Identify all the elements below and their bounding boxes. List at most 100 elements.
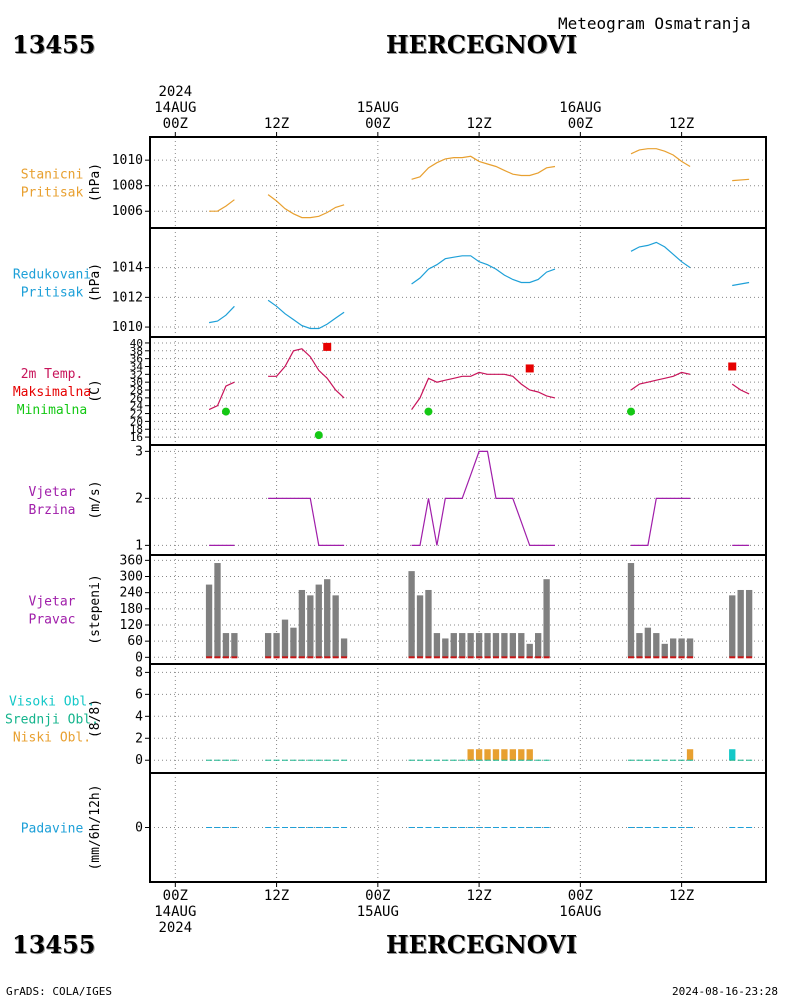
panel-label: Stanicni: [21, 168, 84, 183]
y-tick-label: 4: [135, 709, 143, 724]
x-tick-label-bottom: 12Z: [669, 888, 694, 904]
station-name-top: HERCEGNOVI: [386, 30, 578, 59]
y-axis-unit: (stepeni): [88, 574, 103, 644]
x-tick-label-bottom: 12Z: [264, 888, 289, 904]
panel-label: Minimalna: [17, 403, 87, 418]
x-tick-label-top: 12Z: [669, 116, 694, 132]
data-bar: [492, 749, 500, 761]
y-tick-label: 16: [130, 431, 143, 444]
panel-label: Niski Obl.: [13, 731, 91, 746]
data-bar: [678, 638, 685, 658]
data-bar: [273, 633, 280, 658]
data-bar: [501, 633, 508, 658]
series-line: [732, 178, 750, 182]
x-tick-label-bottom: 14AUG: [154, 904, 196, 920]
data-bar: [459, 633, 466, 658]
y-tick-label: 26: [130, 392, 143, 405]
min-temp-marker: [221, 407, 230, 416]
data-bar: [636, 633, 643, 658]
y-tick-label: 30: [130, 376, 143, 389]
data-bar: [416, 595, 424, 658]
series-line: [411, 450, 555, 546]
series-line: [630, 371, 691, 391]
min-temp-marker: [314, 431, 323, 440]
data-bar: [509, 749, 517, 761]
x-tick-label-top: 12Z: [264, 116, 289, 132]
max-temp-marker: [728, 362, 737, 371]
x-tick-label-top: 00Z: [365, 116, 390, 132]
y-tick-label: 40: [130, 337, 143, 350]
data-bar: [501, 749, 508, 761]
y-axis-unit: (C): [88, 379, 103, 402]
y-tick-label: 1012: [112, 290, 143, 305]
panel-label: Visoki Obl.: [9, 695, 95, 710]
y-tick-label: 20: [130, 415, 143, 428]
y-tick-label: 34: [130, 360, 144, 373]
y-tick-label: 18: [130, 423, 143, 436]
y-tick-label: 36: [130, 353, 143, 366]
data-bar: [442, 638, 449, 658]
data-bar: [484, 749, 491, 761]
y-tick-label: 1: [135, 538, 143, 553]
data-bar: [484, 633, 491, 658]
y-tick-label: 120: [120, 618, 143, 633]
x-tick-label-bottom: 12Z: [466, 888, 491, 904]
series-line: [630, 241, 691, 269]
y-tick-label: 38: [130, 345, 143, 358]
x-tick-label-bottom: 2024: [158, 920, 192, 936]
panel-frame: [149, 663, 767, 774]
x-tick-label-bottom: 16AUG: [559, 904, 601, 920]
data-bar: [653, 633, 660, 658]
y-tick-label: 240: [120, 586, 143, 601]
x-tick-label-top: 15AUG: [357, 100, 399, 116]
x-tick-label-bottom: 00Z: [568, 888, 593, 904]
data-bar: [729, 595, 736, 658]
data-bar: [222, 633, 230, 658]
data-bar: [408, 571, 415, 658]
data-bar: [492, 633, 500, 658]
y-tick-label: 2: [135, 731, 143, 746]
data-bar: [324, 579, 331, 658]
data-bar: [205, 584, 213, 658]
station-id-top: 13455: [12, 30, 96, 59]
series-line: [411, 255, 556, 285]
series-line: [208, 305, 235, 324]
series-line: [630, 148, 691, 168]
data-bar: [425, 589, 432, 658]
data-bar: [526, 643, 533, 658]
panel-label: Maksimalna: [13, 385, 91, 400]
data-bar: [467, 749, 474, 761]
data-bar: [231, 633, 238, 658]
y-tick-label: 6: [135, 687, 143, 702]
panel-label: Brzina: [29, 503, 76, 518]
panel-label: Pravac: [29, 613, 76, 628]
station-name-bottom: HERCEGNOVI: [386, 930, 578, 959]
series-line: [731, 383, 750, 395]
series-line: [267, 299, 345, 330]
series-line: [268, 348, 345, 399]
series-line: [411, 371, 556, 410]
data-bar: [298, 589, 306, 658]
data-bar: [509, 633, 517, 658]
panel-frame: [149, 444, 767, 556]
y-tick-label: 1010: [112, 320, 143, 335]
y-axis-unit: (8/8): [88, 699, 103, 738]
data-bar: [214, 563, 221, 658]
x-tick-label-top: 00Z: [163, 116, 188, 132]
data-bar: [644, 627, 652, 658]
y-tick-label: 22: [130, 408, 143, 421]
panel-label: Redukovani: [13, 268, 91, 283]
series-line: [208, 381, 235, 411]
data-bar: [281, 619, 289, 658]
data-bar: [526, 749, 533, 761]
y-tick-label: 300: [120, 570, 143, 585]
series-line: [732, 281, 750, 287]
x-tick-label-top: 00Z: [568, 116, 593, 132]
data-bar: [518, 749, 525, 761]
y-tick-label: 0: [135, 650, 143, 665]
x-tick-label-top: 2024: [158, 84, 192, 100]
panel-label: 2m Temp.: [21, 367, 84, 382]
y-tick-label: 3: [135, 444, 143, 459]
max-temp-marker: [323, 342, 332, 351]
data-bar: [627, 563, 635, 658]
